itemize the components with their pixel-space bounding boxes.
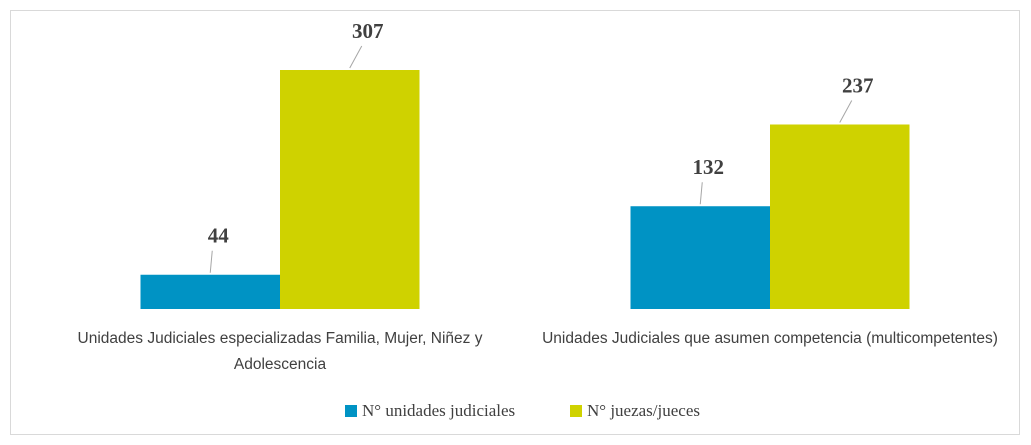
data-label: 132 xyxy=(693,155,725,179)
bar xyxy=(280,70,420,309)
leader-line xyxy=(699,182,703,205)
data-label: 237 xyxy=(842,73,874,97)
leader-line xyxy=(839,100,853,123)
legend-swatch xyxy=(570,405,582,417)
leader-line xyxy=(349,45,363,69)
data-label: 44 xyxy=(208,224,230,248)
leader-line xyxy=(209,250,213,273)
legend-swatch xyxy=(345,405,357,417)
x-tick-label: Unidades Judiciales que asumen competenc… xyxy=(542,330,998,347)
bar xyxy=(770,124,910,309)
bar xyxy=(630,206,770,309)
data-label: 307 xyxy=(352,19,384,43)
legend-label: N° juezas/jueces xyxy=(587,401,700,420)
legend-label: N° unidades judiciales xyxy=(362,401,515,420)
x-tick-label: Unidades Judiciales especializadas Famil… xyxy=(77,330,483,373)
bar xyxy=(140,274,280,309)
